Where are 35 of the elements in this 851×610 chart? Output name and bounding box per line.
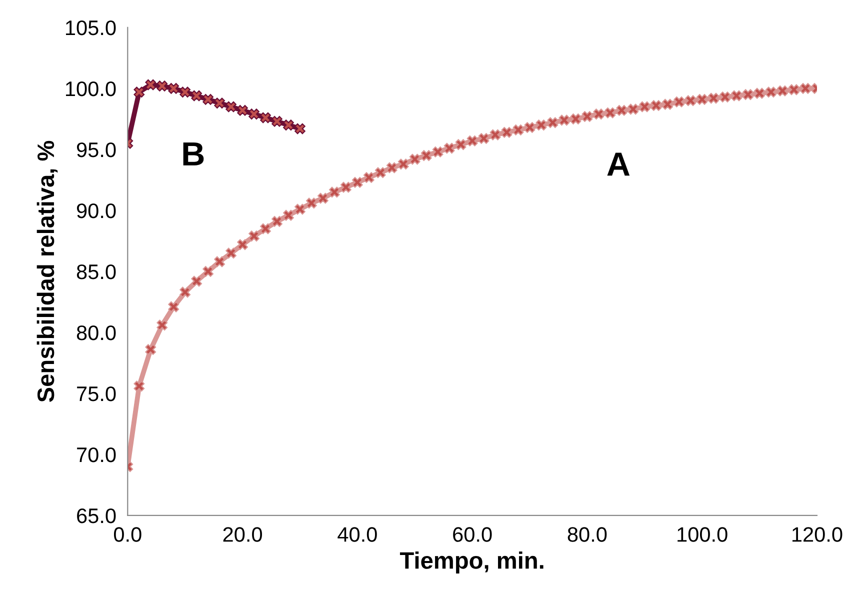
x-tick-label: 80.0 [568,527,607,542]
point [214,98,225,109]
y-axis-title: Sensibilidad relativa, % [36,140,58,402]
point [237,104,248,116]
point [272,116,282,127]
point [168,83,180,94]
y-tick-label: 85.0 [76,264,116,280]
point [156,80,168,92]
x-tick-label: 60.0 [453,527,492,542]
y-tick-label: 80.0 [76,325,116,340]
point [226,101,236,112]
y-tick-label: 65.0 [77,508,116,524]
y-tick-label: 90.0 [76,203,116,218]
y-tick-label: 95.0 [76,142,116,158]
point [294,123,306,134]
y-tick-label: 100.0 [66,81,116,96]
point [260,112,271,124]
annotation: A [607,152,630,176]
point [248,108,260,120]
point [134,86,145,98]
x-tick-label: 120.0 [792,527,842,542]
point [202,94,214,105]
x-tick-label: 40.0 [338,527,377,542]
annotation: B [183,142,204,166]
x-tick-label: 0.0 [114,527,142,542]
point [180,86,191,98]
y-tick-label: 70.0 [77,447,116,462]
y-tick-label: 75.0 [77,386,116,402]
x-tick-label: 100.0 [678,527,728,542]
point [145,79,156,90]
y-tick-label: 105.0 [66,20,116,36]
point [283,120,294,130]
x-tick-label: 20.0 [223,527,262,542]
x-axis-title: Tiempo, min. [400,552,544,574]
point [191,90,202,102]
